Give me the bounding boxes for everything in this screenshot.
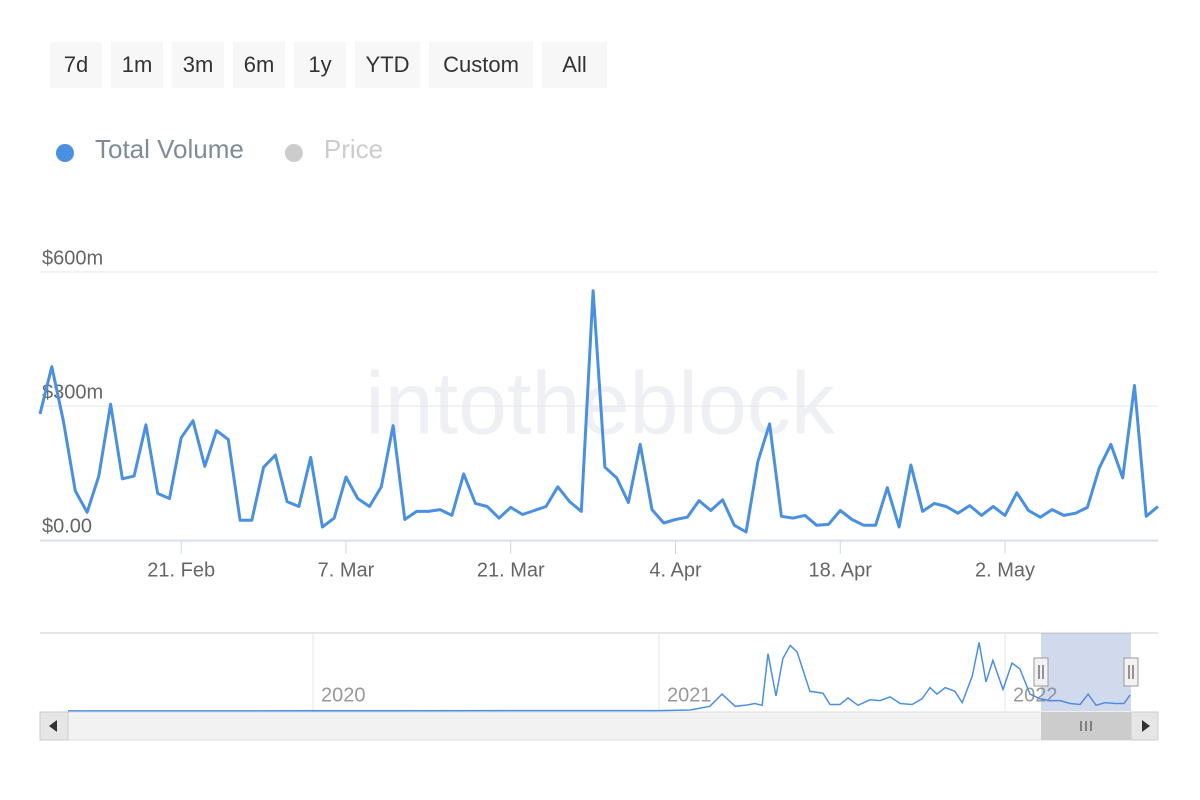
legend-marker[interactable]: [56, 144, 74, 162]
x-tick-label: 7. Mar: [318, 559, 375, 581]
y-tick-label: $600m: [42, 247, 103, 269]
x-tick-label: 21. Feb: [147, 559, 215, 581]
legend-marker[interactable]: [284, 144, 303, 162]
x-tick-label: 21. Mar: [477, 559, 545, 581]
navigator-handle[interactable]: [1033, 657, 1049, 687]
x-tick-label: 18. Apr: [809, 559, 873, 581]
range-button[interactable]: [355, 42, 420, 88]
x-tick-label: 2. May: [975, 559, 1035, 581]
range-button-label[interactable]: 1y: [308, 52, 331, 77]
range-button[interactable]: [542, 42, 607, 88]
arrow-left: [49, 720, 57, 732]
navigator-tick-label: 2021: [667, 684, 712, 706]
navigator-handle[interactable]: [1123, 657, 1139, 687]
volume-line: [38, 289, 1159, 534]
range-button[interactable]: [172, 42, 224, 88]
range-button-label[interactable]: 1m: [122, 52, 153, 77]
arrow-right: [1142, 720, 1150, 732]
navigator-tick-label: 2020: [321, 684, 366, 706]
thumb-grip: [1080, 721, 1092, 731]
navigator-tick-label: 2022: [1013, 684, 1058, 706]
range-button[interactable]: [294, 42, 346, 88]
navigator-window[interactable]: [1041, 633, 1131, 711]
navigator-line: [67, 642, 1131, 712]
handle-grip: [1038, 665, 1044, 679]
range-button-label[interactable]: 3m: [183, 52, 214, 77]
scrollbar-track: [39, 711, 1159, 741]
y-tick-label: $300m: [42, 381, 103, 403]
range-button[interactable]: [111, 42, 163, 88]
range-button-label[interactable]: YTD: [366, 52, 410, 77]
legend-label[interactable]: Total Volume: [95, 134, 244, 164]
legend-label[interactable]: Price: [324, 134, 383, 164]
x-tick-label: 4. Apr: [649, 559, 702, 581]
range-button-label[interactable]: All: [562, 52, 586, 77]
range-button-label[interactable]: 6m: [244, 52, 275, 77]
range-button-label[interactable]: Custom: [443, 52, 519, 77]
scrollbar: [39, 711, 1159, 741]
y-tick-label: $0.00: [42, 515, 92, 537]
handle-grip: [1128, 665, 1134, 679]
range-button-label[interactable]: 7d: [64, 52, 88, 77]
range-button[interactable]: [233, 42, 285, 88]
range-button[interactable]: [50, 42, 102, 88]
range-button[interactable]: [429, 42, 533, 88]
